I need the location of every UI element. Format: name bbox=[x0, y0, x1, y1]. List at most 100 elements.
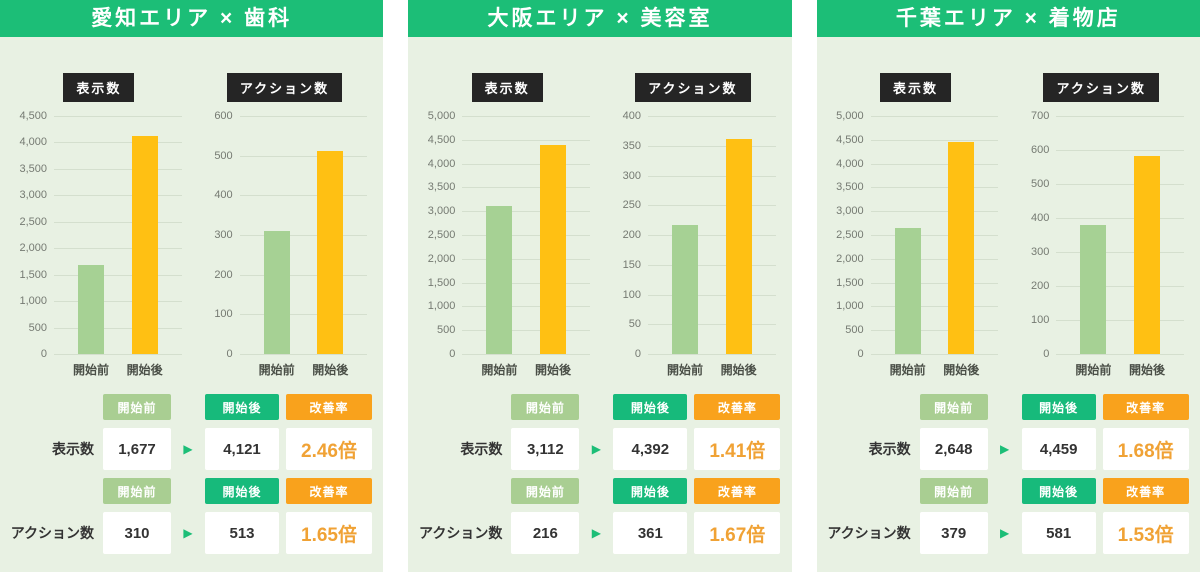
rate-value: 1.53倍 bbox=[1102, 512, 1189, 554]
gridline bbox=[239, 155, 368, 157]
y-tick-label: 1,500 bbox=[836, 276, 864, 289]
bar-before bbox=[672, 225, 699, 354]
gridline bbox=[870, 258, 999, 260]
panel-osaka: 大阪エリア × 美容室 表示数 5,000 4,500 4,000 3,500 3,00… bbox=[408, 0, 792, 572]
before-badge: 開始前 bbox=[103, 478, 171, 504]
row-label: 表示数 bbox=[52, 441, 94, 457]
chart-area: 5,000 4,500 4,000 3,500 3,000 2,500 2,000 1,500… bbox=[829, 110, 1003, 360]
y-tick-label: 500 bbox=[845, 324, 864, 337]
row-label: 表示数 bbox=[868, 441, 911, 457]
bar-before bbox=[894, 227, 921, 354]
y-tick-label: 3,000 bbox=[836, 205, 864, 218]
gridline bbox=[54, 354, 182, 355]
after-value: 4,459 bbox=[1021, 428, 1096, 470]
y-tick-label: 200 bbox=[1030, 280, 1050, 292]
y-tick-label: 4,500 bbox=[427, 133, 456, 146]
chart-title-badge: 表示数 bbox=[471, 73, 543, 102]
after-badge: 開始後 bbox=[205, 394, 279, 420]
x-category-label: 開始後 bbox=[312, 363, 349, 377]
rate-badge: 改善率 bbox=[1102, 394, 1189, 420]
panel-aichi: 愛知エリア × 歯科 表示数 4,500 4,000 3,500 3,000 2,500… bbox=[0, 0, 384, 572]
gridline bbox=[870, 211, 999, 213]
bar-before bbox=[486, 205, 513, 354]
x-category-label: 開始後 bbox=[943, 363, 980, 377]
arrow-right-icon: ▶ bbox=[591, 526, 601, 540]
y-tick-label: 4,500 bbox=[836, 133, 864, 146]
table-row: 表示数 1,677 ▶ 4,121 2.46倍 bbox=[12, 428, 372, 470]
gridline bbox=[648, 175, 776, 177]
gridline bbox=[648, 116, 776, 117]
charts-row: 表示数 4,500 4,000 3,500 3,000 2,500 2,000 1,500 1… bbox=[12, 73, 371, 380]
plot-area bbox=[648, 116, 776, 355]
gridline bbox=[1056, 150, 1184, 151]
y-tick-label: 4,000 bbox=[427, 157, 456, 170]
before-value: 2,648 bbox=[919, 428, 988, 470]
x-category-label: 開始前 bbox=[73, 363, 110, 377]
gridline bbox=[648, 324, 776, 326]
y-tick-label: 400 bbox=[214, 189, 233, 202]
y-tick-label: 1,500 bbox=[19, 268, 47, 281]
y-tick-label: 5,000 bbox=[836, 110, 864, 122]
gridline bbox=[648, 235, 776, 236]
x-labels: 開始前 開始後 bbox=[462, 354, 590, 380]
y-axis: 400 350 300 250 200 150 100 50 0 bbox=[606, 110, 648, 360]
summary-table: 開始前 開始後 改善率 表示数 2,648 ▶ 4,459 1.68倍 開始前 … bbox=[827, 394, 1189, 562]
gridline bbox=[462, 163, 590, 165]
y-tick-label: 400 bbox=[1030, 212, 1050, 224]
gridline bbox=[870, 163, 999, 165]
x-category-label: 開始前 bbox=[481, 363, 518, 377]
x-category-label: 開始前 bbox=[1075, 363, 1112, 377]
y-tick-label: 2,500 bbox=[427, 229, 456, 241]
table-row: アクション数 216 ▶ 361 1.67倍 bbox=[419, 512, 781, 554]
x-labels: 開始前 開始後 bbox=[648, 354, 776, 380]
y-tick-label: 150 bbox=[622, 258, 641, 271]
bar-after bbox=[317, 150, 344, 354]
y-tick-label: 2,500 bbox=[836, 229, 864, 241]
gridline bbox=[648, 354, 776, 355]
summary-table: 開始前 開始後 改善率 表示数 1,677 ▶ 4,121 2.46倍 開始前 … bbox=[11, 394, 372, 562]
after-value: 513 bbox=[205, 512, 279, 554]
gridline bbox=[462, 116, 590, 117]
chart-impressions: 表示数 5,000 4,500 4,000 3,500 3,000 2,500 2,000 1… bbox=[420, 73, 594, 380]
y-tick-label: 0 bbox=[40, 348, 47, 360]
gridline bbox=[462, 354, 590, 355]
rate-badge: 改善率 bbox=[1102, 478, 1189, 504]
table-row: 表示数 2,648 ▶ 4,459 1.68倍 bbox=[829, 428, 1189, 470]
arrow-right-icon: ▶ bbox=[183, 526, 193, 540]
y-tick-label: 4,000 bbox=[836, 157, 864, 170]
y-tick-label: 1,000 bbox=[19, 295, 47, 308]
after-value: 4,392 bbox=[613, 428, 688, 470]
chart-area: 600 500 400 300 200 100 0 bbox=[198, 110, 372, 360]
gridline bbox=[239, 314, 368, 316]
x-category-label: 開始後 bbox=[126, 363, 163, 377]
y-tick-label: 4,500 bbox=[19, 110, 47, 122]
arrow-right-icon: ▶ bbox=[1000, 526, 1010, 540]
gridline bbox=[54, 221, 182, 223]
y-tick-label: 300 bbox=[622, 169, 641, 182]
table-row: 表示数 3,112 ▶ 4,392 1.41倍 bbox=[420, 428, 781, 470]
panel-body: 表示数 4,500 4,000 3,500 3,000 2,500 2,000 1,500 1… bbox=[0, 37, 384, 572]
y-tick-label: 1,000 bbox=[836, 300, 864, 313]
after-value: 361 bbox=[613, 512, 688, 554]
gridline bbox=[462, 282, 590, 284]
y-tick-label: 100 bbox=[1030, 314, 1050, 326]
chart-area: 5,000 4,500 4,000 3,500 3,000 2,500 2,000 1,500… bbox=[420, 110, 594, 360]
plot-area bbox=[1056, 116, 1184, 355]
bar-after bbox=[539, 144, 566, 354]
table-header-row: 開始前 開始後 改善率 bbox=[420, 394, 781, 420]
before-badge: 開始前 bbox=[511, 478, 580, 504]
gridline bbox=[462, 306, 590, 308]
panel-body: 表示数 5,000 4,500 4,000 3,500 3,000 2,500 2,000 1… bbox=[408, 37, 792, 572]
bar-after bbox=[131, 136, 158, 354]
rate-value: 1.67倍 bbox=[694, 512, 781, 554]
y-tick-label: 0 bbox=[449, 348, 456, 360]
panel-title: 愛知エリア × 歯科 bbox=[0, 0, 384, 37]
chart-actions: アクション数 400 350 300 250 200 150 100 50 0 開始前 開始後 bbox=[606, 73, 780, 380]
table-row: アクション数 379 ▶ 581 1.53倍 bbox=[827, 512, 1189, 554]
gridline bbox=[54, 116, 182, 117]
x-category-label: 開始後 bbox=[534, 363, 571, 377]
gridline bbox=[648, 294, 776, 296]
gridline bbox=[54, 142, 182, 144]
y-tick-label: 3,500 bbox=[836, 181, 864, 194]
gridline bbox=[870, 187, 999, 189]
